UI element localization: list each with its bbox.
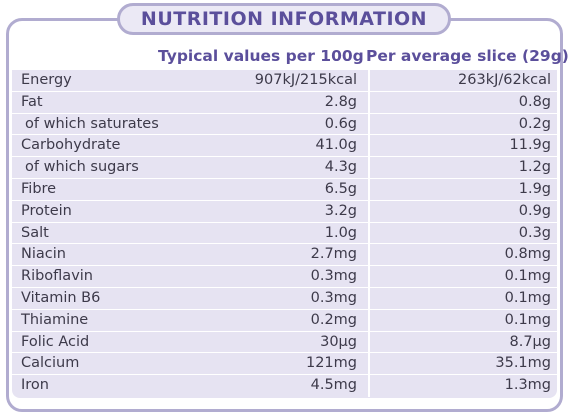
- nutrient-label: Riboflavin: [21, 268, 93, 285]
- table-row: of which sugars 4.3g 1.2g: [12, 157, 557, 179]
- value-per-100g: 30µg: [320, 333, 357, 350]
- nutrition-table: [12, 70, 557, 398]
- page-title: NUTRITION INFORMATION: [117, 3, 451, 35]
- row-divider: [12, 156, 557, 158]
- column-divider: [368, 113, 370, 136]
- column-divider: [368, 135, 370, 158]
- nutrient-label: of which saturates: [25, 115, 159, 132]
- column-divider: [368, 353, 370, 376]
- column-divider: [368, 309, 370, 332]
- value-per-slice: 0.3g: [518, 224, 551, 241]
- value-per-100g: 0.6g: [324, 115, 357, 132]
- nutrient-label: Thiamine: [21, 311, 89, 328]
- nutrient-label: Fat: [21, 93, 43, 110]
- table-row: Salt 1.0g 0.3g: [12, 222, 557, 245]
- row-divider: [12, 134, 557, 136]
- value-per-slice: 0.8mg: [504, 246, 551, 263]
- column-divider: [368, 266, 370, 288]
- value-per-slice: 35.1mg: [495, 355, 551, 372]
- column-divider: [368, 222, 370, 245]
- row-divider: [12, 352, 557, 354]
- value-per-100g: 41.0g: [315, 137, 358, 154]
- value-per-slice: 0.1mg: [504, 311, 551, 328]
- column-divider: [368, 375, 370, 397]
- row-divider: [12, 308, 557, 310]
- value-per-100g: 0.3mg: [310, 268, 357, 285]
- value-per-100g: 907kJ/215kcal: [254, 72, 357, 88]
- nutrient-label: Fibre: [21, 181, 57, 197]
- row-divider: [12, 243, 557, 245]
- row-divider: [12, 286, 557, 288]
- table-row: of which saturates 0.6g 0.2g: [12, 113, 557, 136]
- value-per-100g: 0.2mg: [310, 311, 357, 328]
- table-row: Niacin 2.7mg 0.8mg: [12, 244, 557, 267]
- value-per-slice: 8.7µg: [509, 333, 552, 350]
- column-divider: [368, 157, 370, 179]
- column-divider: [368, 91, 370, 114]
- value-per-slice: 0.8g: [518, 93, 551, 110]
- value-per-100g: 4.5mg: [310, 377, 357, 394]
- column-divider: [368, 288, 370, 310]
- nutrient-label: Salt: [21, 224, 49, 241]
- nutrient-label: Carbohydrate: [21, 137, 121, 154]
- value-per-slice: 0.2g: [518, 115, 551, 132]
- nutrient-label: Folic Acid: [21, 333, 90, 350]
- table-row: Riboflavin 0.3mg 0.1mg: [12, 266, 557, 288]
- row-divider: [12, 199, 557, 201]
- table-row: Iron 4.5mg 1.3mg: [12, 375, 557, 397]
- row-divider: [12, 177, 557, 179]
- value-per-100g: 4.3g: [324, 159, 357, 176]
- table-row: Calcium 121mg 35.1mg: [12, 353, 557, 376]
- value-per-100g: 2.7mg: [310, 246, 357, 263]
- nutrient-label: Calcium: [21, 355, 80, 372]
- value-per-100g: 6.5g: [324, 181, 357, 197]
- value-per-slice: 0.1mg: [504, 290, 551, 306]
- value-per-100g: 121mg: [305, 355, 357, 372]
- nutrient-label: Protein: [21, 202, 72, 219]
- header-per-100g: Typical values per 100g: [158, 47, 364, 65]
- column-divider: [368, 179, 370, 201]
- value-per-slice: 1.2g: [518, 159, 551, 176]
- row-divider: [12, 90, 557, 92]
- table-row: Protein 3.2g 0.9g: [12, 200, 557, 223]
- value-per-100g: 2.8g: [324, 93, 357, 110]
- nutrient-label: Niacin: [21, 246, 66, 263]
- row-divider: [12, 330, 557, 332]
- column-divider: [368, 200, 370, 223]
- value-per-100g: 1.0g: [324, 224, 357, 241]
- value-per-slice: 0.1mg: [504, 268, 551, 285]
- table-row: Folic Acid 30µg 8.7µg: [12, 331, 557, 354]
- table-row: Fat 2.8g 0.8g: [12, 91, 557, 114]
- row-divider: [12, 112, 557, 114]
- nutrient-label: Energy: [21, 72, 72, 88]
- table-row: Energy 907kJ/215kcal 263kJ/62kcal: [12, 70, 557, 92]
- value-per-slice: 263kJ/62kcal: [458, 72, 551, 88]
- value-per-100g: 3.2g: [324, 202, 357, 219]
- nutrient-label: Vitamin B6: [21, 290, 101, 306]
- row-divider: [12, 374, 557, 376]
- table-row: Vitamin B6 0.3mg 0.1mg: [12, 288, 557, 310]
- table-row: Carbohydrate 41.0g 11.9g: [12, 135, 557, 158]
- row-divider: [12, 265, 557, 267]
- column-divider: [368, 244, 370, 267]
- table-header: Typical values per 100g Per average slic…: [158, 47, 569, 69]
- header-per-slice: Per average slice (29g): [366, 47, 569, 65]
- column-divider: [368, 70, 370, 92]
- column-divider: [368, 331, 370, 354]
- value-per-100g: 0.3mg: [310, 290, 357, 306]
- value-per-slice: 1.9g: [518, 181, 551, 197]
- nutrient-label: Iron: [21, 377, 49, 394]
- row-divider: [12, 221, 557, 223]
- table-row: Fibre 6.5g 1.9g: [12, 179, 557, 201]
- value-per-slice: 11.9g: [509, 137, 552, 154]
- value-per-slice: 0.9g: [518, 202, 551, 219]
- value-per-slice: 1.3mg: [504, 377, 551, 394]
- table-row: Thiamine 0.2mg 0.1mg: [12, 309, 557, 332]
- nutrient-label: of which sugars: [25, 159, 139, 176]
